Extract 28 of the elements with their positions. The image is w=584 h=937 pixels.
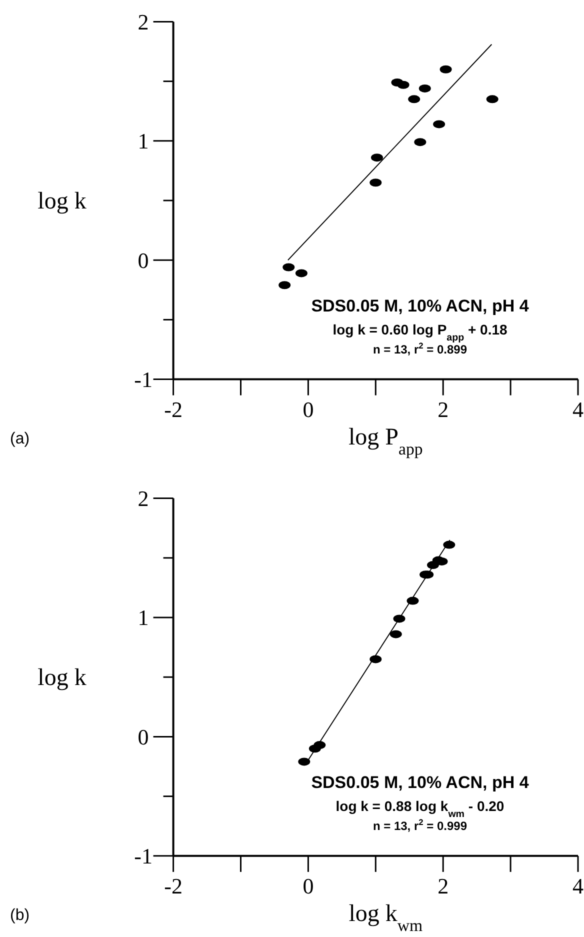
point — [371, 154, 383, 162]
y-tick-label: -1 — [134, 844, 152, 869]
x-tick-label: 0 — [302, 874, 314, 899]
y-tick-label: 0 — [138, 724, 149, 750]
annotation: log k = 0.60 log P$_{app}$ + 0.18 — [332, 321, 508, 343]
y-axis-title: log k — [38, 665, 86, 692]
y-tick-label: 2 — [138, 486, 149, 511]
annotation: SDS0.05 M, 10% ACN, pH 4 — [311, 772, 530, 792]
y-tick-label: 1 — [138, 605, 149, 630]
x-tick-label: 0 — [302, 397, 314, 422]
y-axis-title: log k — [38, 188, 86, 214]
y-tick-label: 2 — [138, 9, 149, 34]
x-axis-title: log k$_{wm}$ — [348, 900, 423, 934]
x-tick-label: 4 — [572, 874, 584, 899]
x-tick-label: 2 — [438, 397, 449, 422]
text: (b) — [10, 906, 30, 924]
x-tick-label: -2 — [164, 397, 182, 422]
y-tick-label: 1 — [138, 128, 149, 154]
text: (a) — [10, 430, 30, 448]
annotation: SDS0.05 M, 10% ACN, pH 4 — [311, 296, 530, 316]
x-tick-label: -2 — [164, 874, 182, 899]
x-axis-title: log P$_{app}$ — [348, 424, 423, 458]
x-tick-label: 4 — [572, 397, 584, 422]
annotation: log k = 0.88 log k$_{wm}$ - 0.20 — [336, 798, 504, 820]
y-tick-label: -1 — [134, 367, 152, 392]
y-tick-label: 0 — [138, 248, 149, 273]
x-tick-label: 2 — [438, 874, 449, 899]
annotation: n = 13, r$^{2}$ = 0.999 — [372, 816, 468, 833]
